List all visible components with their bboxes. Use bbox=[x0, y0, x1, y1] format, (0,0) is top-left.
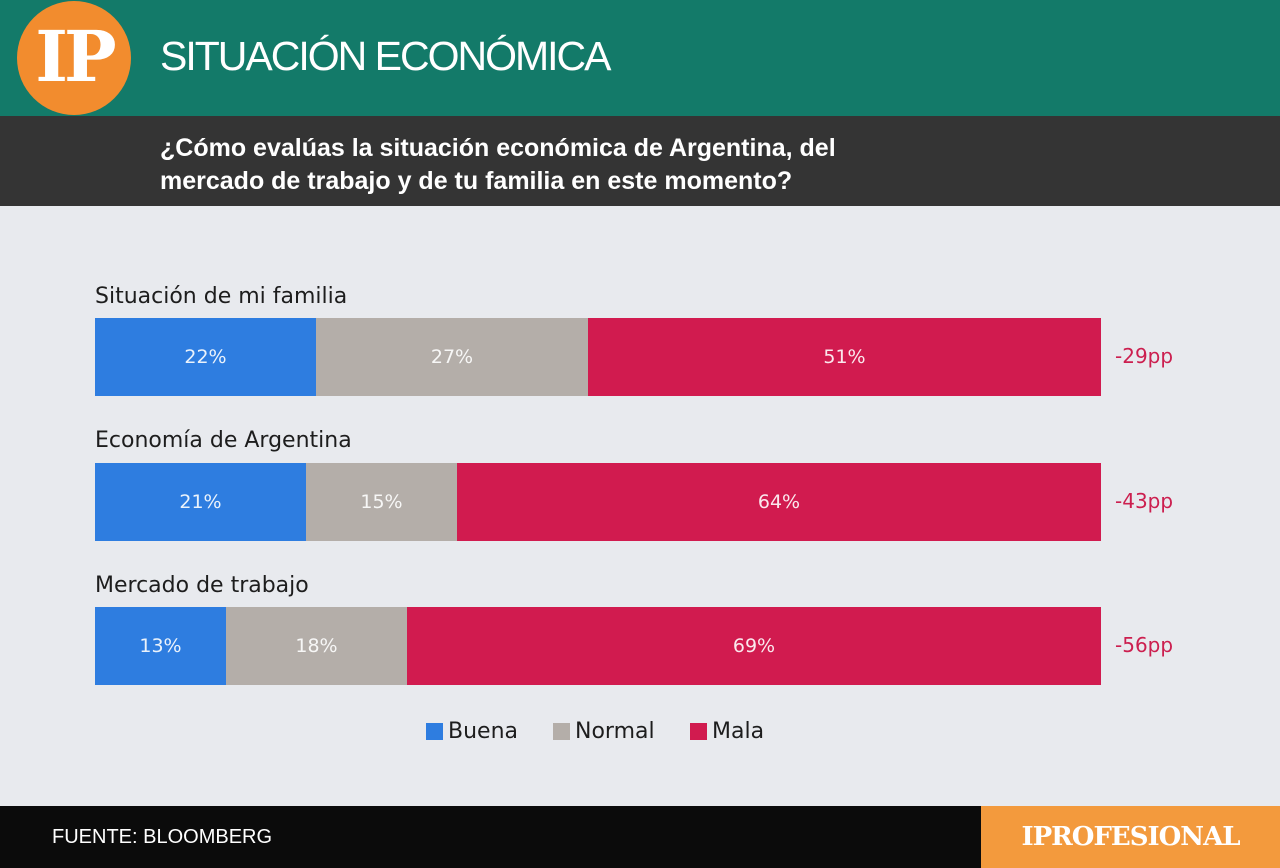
legend-item-mala: Mala bbox=[690, 716, 764, 746]
logo-text: IP bbox=[35, 15, 116, 98]
data-label: 27% bbox=[430, 346, 474, 368]
data-label: 51% bbox=[823, 346, 866, 368]
data-label: 22% bbox=[184, 346, 227, 368]
data-label: 21% bbox=[179, 491, 222, 513]
question-bar bbox=[0, 116, 1280, 206]
survey-question: ¿Cómo evalúas la situación económica de … bbox=[160, 134, 836, 195]
chart-legend: Buena Normal Mala bbox=[0, 716, 1280, 746]
legend-item-buena: Buena bbox=[426, 716, 518, 746]
bar-segment-normal bbox=[306, 463, 457, 541]
stacked-bar: 13% 18% 69% bbox=[95, 607, 1101, 685]
data-label: 15% bbox=[360, 491, 403, 513]
net-balance-annotation: -56pp bbox=[1115, 633, 1174, 657]
bar-segment-normal bbox=[316, 318, 588, 396]
header-bar bbox=[0, 0, 1280, 116]
net-balance-annotation: -29pp bbox=[1115, 344, 1174, 368]
category-label: Situación de mi familia bbox=[95, 284, 348, 309]
net-balance-annotation: -43pp bbox=[1115, 489, 1174, 513]
legend-swatch-mala bbox=[690, 722, 707, 740]
footer-brand-text: IPROFESIONAL bbox=[1021, 822, 1240, 852]
bar-segment-mala bbox=[457, 463, 1101, 541]
legend-label-mala: Mala bbox=[712, 718, 765, 744]
page-title: SITUACIÓN ECONÓMICA bbox=[160, 33, 611, 79]
bar-segment-mala bbox=[407, 607, 1101, 685]
bar-segment-buena bbox=[95, 463, 306, 541]
data-label: 18% bbox=[295, 635, 338, 657]
footer-brand: IPROFESIONAL bbox=[981, 806, 1280, 868]
category-label: Mercado de trabajo bbox=[95, 573, 309, 598]
source-note: FUENTE: BLOOMBERG bbox=[52, 826, 273, 848]
data-label: 64% bbox=[757, 491, 801, 513]
data-label: 13% bbox=[139, 635, 182, 657]
bar-segment-mala bbox=[588, 318, 1101, 396]
data-label: 69% bbox=[732, 635, 776, 657]
stacked-bar: 21% 15% 64% bbox=[95, 463, 1101, 541]
legend-label-buena: Buena bbox=[448, 718, 518, 744]
legend-swatch-normal bbox=[553, 722, 570, 740]
legend-label-normal: Normal bbox=[575, 718, 655, 744]
legend-item-normal: Normal bbox=[553, 716, 655, 746]
bar-segment-normal bbox=[226, 607, 407, 685]
brand-logo: IP bbox=[17, 1, 131, 115]
category-label: Economía de Argentina bbox=[95, 428, 352, 453]
stacked-bar: 22% 27% 51% bbox=[95, 318, 1101, 396]
bar-segment-buena bbox=[95, 318, 316, 396]
legend-swatch-buena bbox=[426, 722, 443, 740]
bar-segment-buena bbox=[95, 607, 226, 685]
